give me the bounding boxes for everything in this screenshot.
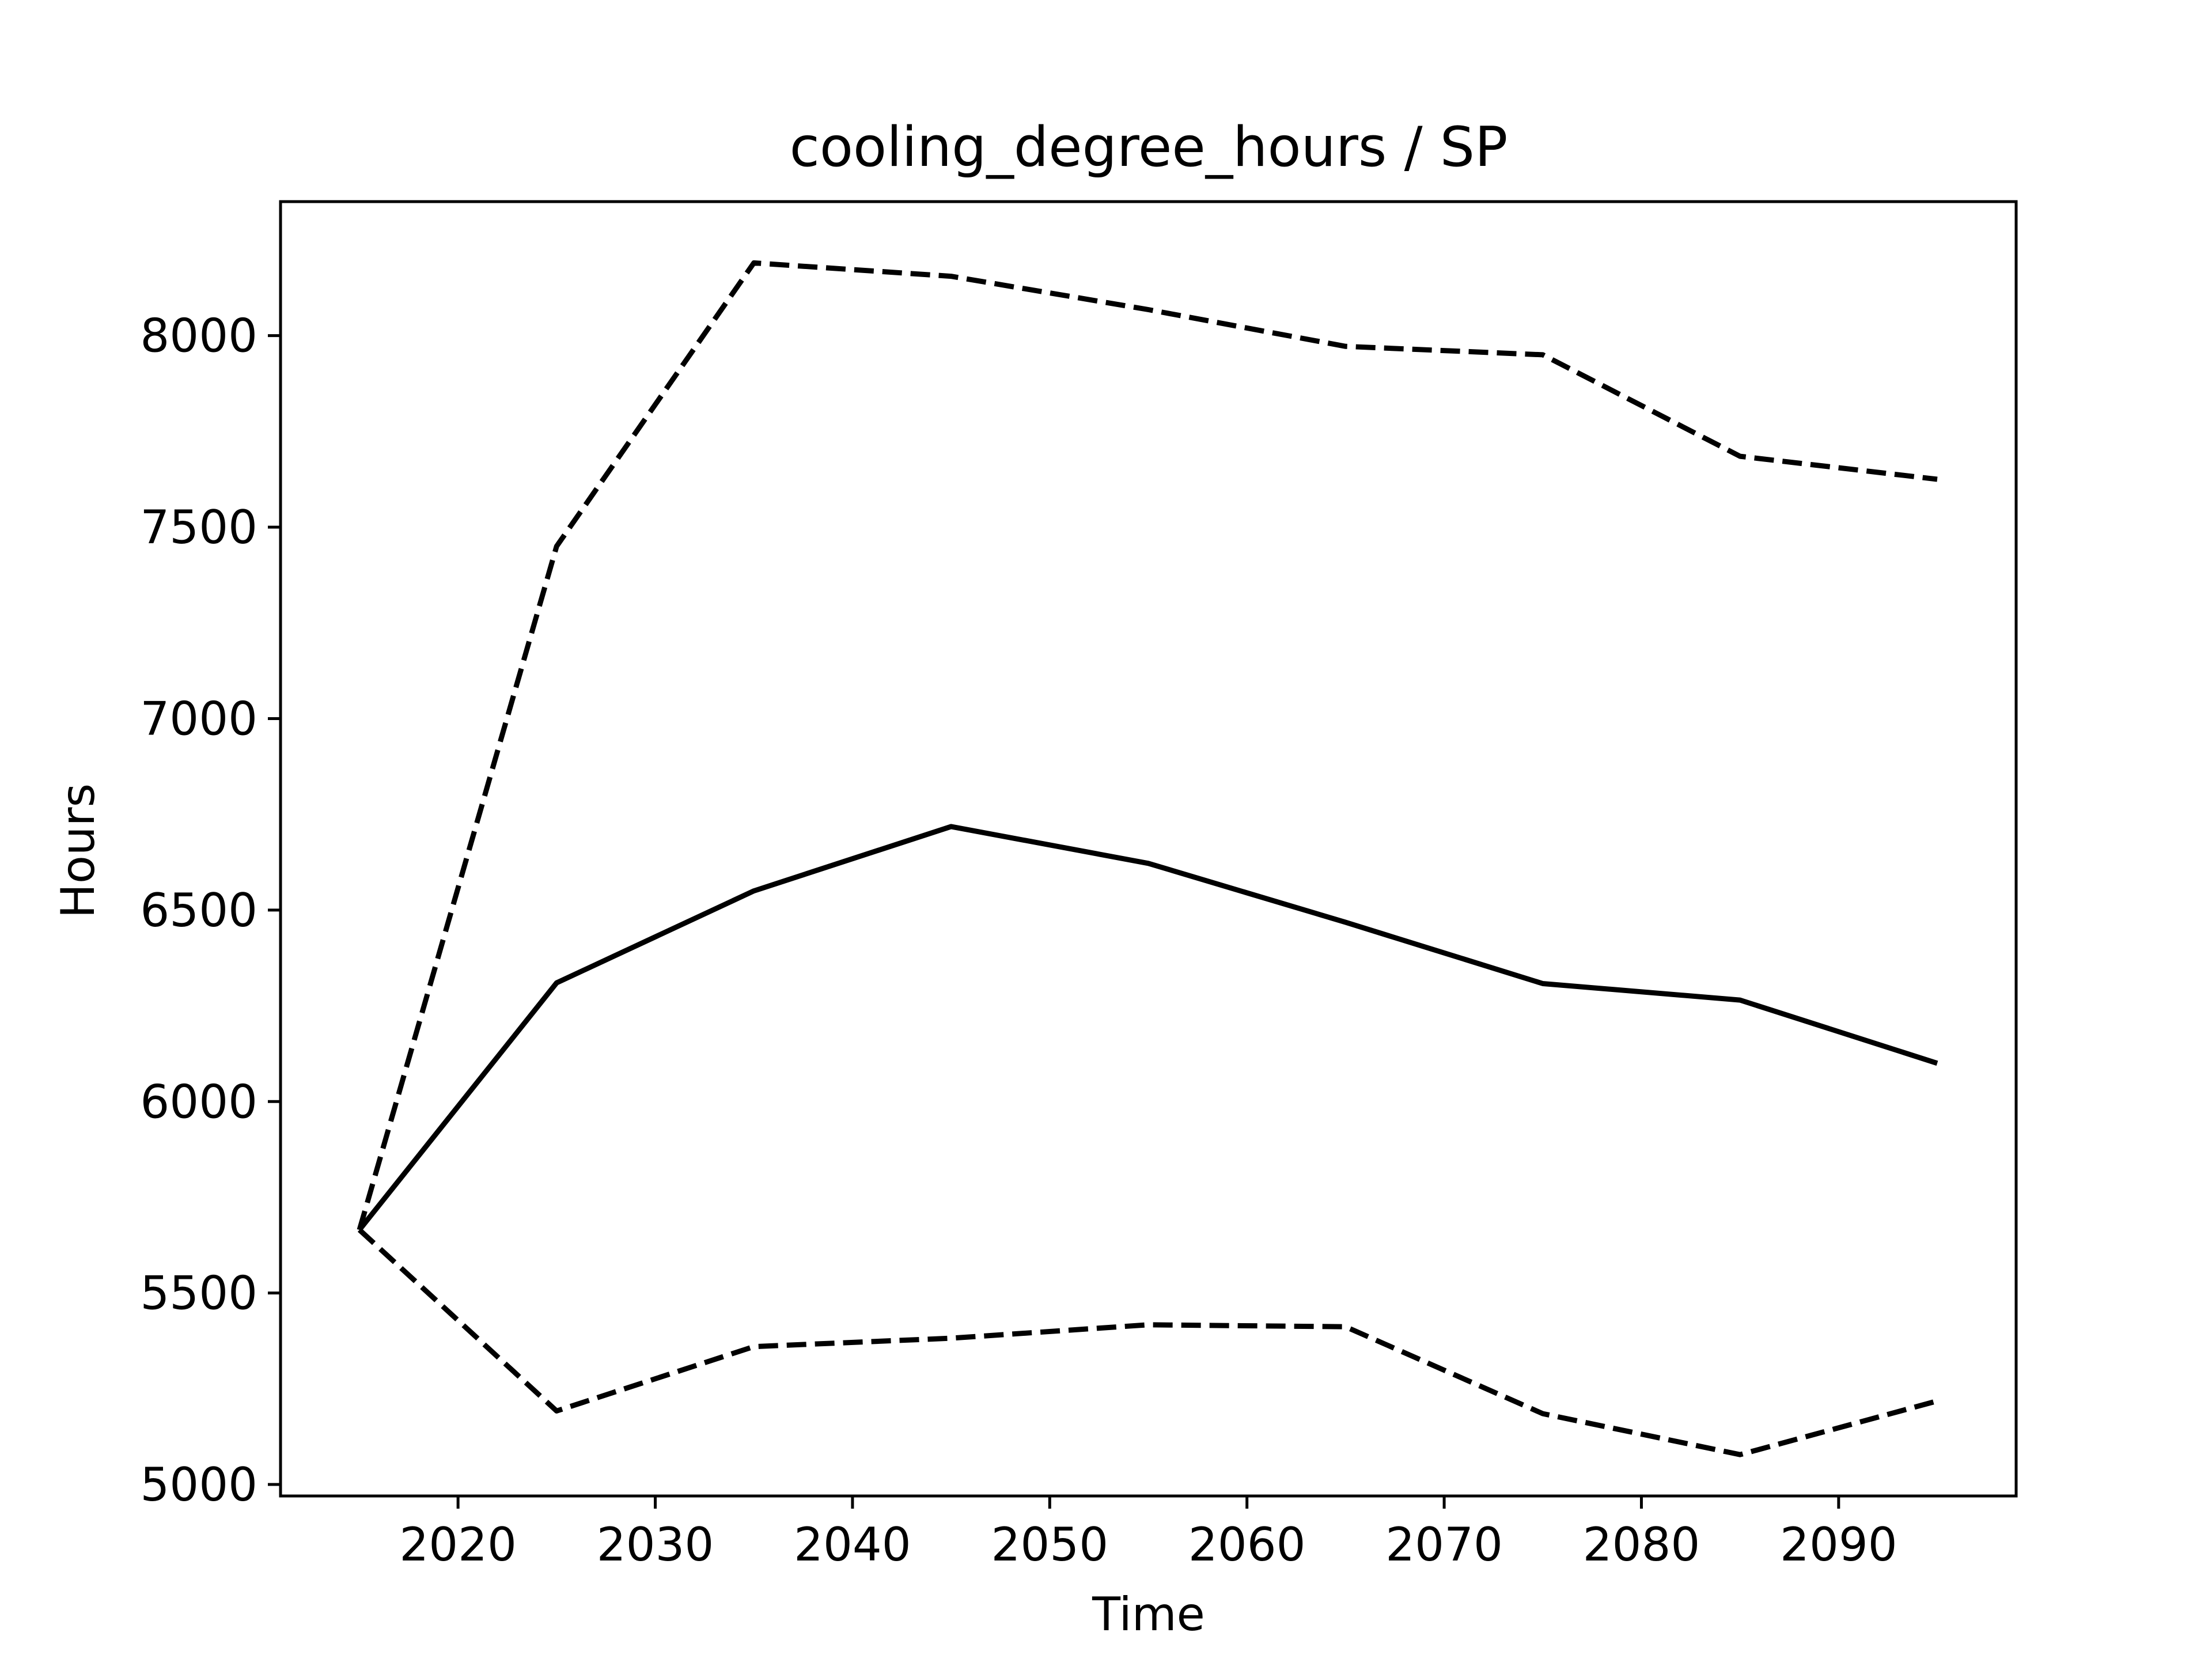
x-tick-label: 2040 (794, 1518, 911, 1571)
y-tick-label: 6500 (140, 884, 257, 937)
y-tick-label: 5000 (140, 1458, 257, 1512)
y-tick-label: 5500 (140, 1267, 257, 1320)
axes-frame (279, 200, 2018, 1498)
x-tick-label: 2030 (597, 1518, 714, 1571)
y-tick-label: 6000 (140, 1075, 257, 1128)
y-tick-label: 7500 (140, 501, 257, 554)
series-line-2 (357, 260, 1938, 1231)
x-tick-label: 2090 (1780, 1518, 1897, 1571)
y-tick-label: 7000 (140, 692, 257, 745)
x-tick-label: 2050 (991, 1518, 1109, 1571)
y-axis-label: Hours (51, 783, 105, 918)
chart-title: cooling_degree_hours / SP (790, 116, 1508, 179)
x-tick-label: 2020 (399, 1518, 517, 1571)
x-tick-label: 2070 (1385, 1518, 1503, 1571)
x-axis-label: Time (1092, 1588, 1205, 1641)
y-tick-label: 8000 (140, 309, 257, 363)
x-tick-label: 2080 (1583, 1518, 1700, 1571)
plot-area: 2020 2030 2040 2050 2060 2070 2080 2090 5000 5500… (140, 200, 2018, 1571)
x-tick-label: 2060 (1188, 1518, 1306, 1571)
series-line-1 (357, 824, 1938, 1232)
series-line-3 (357, 1228, 1938, 1457)
